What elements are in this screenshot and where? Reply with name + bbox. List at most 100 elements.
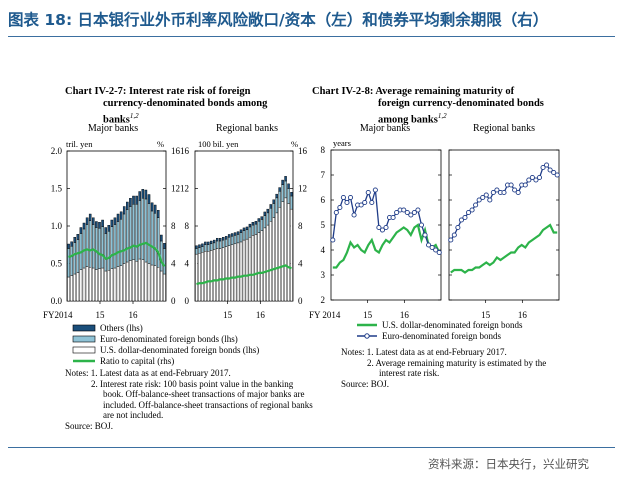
bar-1-usd-21 (257, 232, 261, 302)
x-tick-label-0-1: 16 (129, 310, 139, 320)
mat-euro-point-2-2 (337, 204, 343, 211)
mat-euro-point-3-23 (529, 174, 535, 181)
bar-1-usd-26 (272, 217, 275, 302)
mat-euro-point-3-9 (480, 194, 486, 201)
tick-label-right-0-4: 16 (171, 146, 181, 156)
bar-0-euro-18 (122, 213, 126, 264)
mat-euro-point-3-4 (462, 214, 468, 221)
tick-label-right-1-0: 0 (298, 296, 303, 306)
bar-0-usd-17 (119, 265, 123, 302)
left-title-line2: currency-denominated bonds among (103, 98, 268, 109)
bar-1-usd-3 (204, 251, 207, 302)
bar-1-usd-11 (227, 245, 231, 302)
figure-title: 图表 18: 日本银行业外币利率风险敞口/资本（左）和债券平均剩余期限（右） (8, 11, 549, 29)
bar-1-usd-28 (278, 207, 281, 302)
bar-0-others-8 (92, 217, 95, 225)
mat-tick-label-2-2: 4 (321, 245, 326, 255)
right-regional-panel-label: Regional banks (473, 123, 535, 134)
bar-1-others-19 (251, 222, 255, 226)
mat-euro-point-2-18 (394, 209, 400, 216)
bar-0-others-15 (113, 217, 117, 225)
mat-euro-point-3-11 (487, 197, 493, 203)
mat-euro-point-3-28 (547, 167, 553, 173)
bar-0-euro-31 (163, 248, 166, 275)
bar-0-others-13 (107, 225, 111, 232)
mat-euro-point-2-14 (379, 227, 386, 233)
bar-0-others-17 (119, 211, 123, 220)
bar-1-others-17 (245, 226, 249, 230)
bar-0-euro-9 (95, 227, 98, 270)
mat-euro-point-3-22 (526, 177, 532, 183)
bar-1-usd-12 (230, 244, 234, 302)
right-note-1: Notes: 1. Latest data as at end-February… (341, 347, 507, 357)
bar-1-others-4 (207, 241, 210, 245)
bar-1-usd-29 (281, 201, 284, 302)
bar-1-euro-32 (290, 195, 293, 210)
mat-euro-point-2-13 (376, 224, 382, 231)
mat-euro-point-2-4 (344, 199, 350, 206)
bar-0-usd-30 (160, 270, 163, 302)
legend-swatch-usd (72, 346, 96, 354)
bar-0-euro-22 (135, 204, 138, 262)
legend-label-usd: U.S. dollar-denominated foreign bonds (l… (100, 345, 259, 355)
mat-euro-point-2-30 (436, 249, 442, 256)
bar-1-euro-18 (248, 226, 252, 238)
bar-0-usd-21 (132, 259, 135, 302)
tick-label-left-1-1: 4 (185, 259, 190, 269)
mat-euro-point-2-0 (330, 237, 336, 243)
mat-euro-point-3-8 (476, 197, 482, 203)
bar-0-others-11 (101, 219, 104, 227)
right-legend: U.S. dollar-denominated foreign bonds Eu… (357, 320, 523, 341)
bar-0-usd-20 (129, 260, 132, 302)
bar-0-euro-25 (144, 198, 148, 263)
bar-0-others-30 (160, 234, 163, 242)
bar-1-usd-0 (195, 253, 198, 302)
mat-euro-point-3-27 (544, 162, 550, 168)
mat-euro-point-2-27 (426, 242, 432, 248)
mat-euro-point-2-17 (390, 214, 396, 221)
bar-1-euro-22 (260, 219, 264, 231)
bar-1-others-16 (242, 227, 246, 231)
mat-euro-point-3-25 (536, 174, 543, 181)
mat-euro-point-3-13 (494, 187, 500, 193)
bar-0-usd-18 (122, 263, 126, 302)
right-chart-title: Chart IV-2-8: Average remaining maturity… (312, 86, 572, 127)
bar-0-euro-24 (141, 198, 145, 260)
mat-euro-point-2-10 (365, 189, 371, 196)
bar-1-euro-2 (201, 246, 204, 253)
bar-0-others-22 (135, 195, 138, 205)
tick-label-right-0-0: 0 (171, 296, 176, 306)
left-regional-panel-label: Regional banks (216, 123, 278, 134)
bar-1-others-26 (272, 199, 275, 204)
mat-euro-point-2-25 (418, 222, 425, 228)
legend-label-others: Others (lhs) (100, 323, 143, 333)
bar-1-others-7 (216, 237, 219, 242)
legend-label-mat-euro: Euro-denominated foreign bonds (382, 331, 501, 341)
mat-tick-label-2-6: 8 (321, 145, 326, 155)
bar-1-euro-3 (204, 244, 207, 252)
bar-0-euro-23 (138, 200, 141, 260)
bar-0-others-29 (156, 210, 160, 218)
bar-1-usd-4 (207, 251, 210, 302)
bar-1-euro-17 (245, 229, 249, 240)
bar-0-usd-24 (141, 259, 145, 302)
bar-1-others-5 (210, 240, 213, 245)
mat-euro-point-3-15 (501, 189, 507, 196)
bar-1-others-2 (201, 243, 204, 247)
mat-euro-point-3-26 (540, 164, 546, 171)
bar-1-euro-25 (269, 207, 272, 222)
bar-1-others-25 (269, 204, 272, 209)
mat-euro-point-3-17 (508, 182, 514, 188)
bar-1-euro-9 (221, 239, 225, 248)
tick-label-left-0-1: 0.5 (51, 259, 63, 269)
bar-0-usd-14 (110, 268, 114, 302)
mat-euro-point-2-11 (369, 199, 375, 206)
bar-1-others-18 (248, 223, 252, 228)
mat-euro-point-3-24 (533, 177, 539, 183)
bar-1-usd-19 (251, 235, 255, 302)
bar-0-euro-8 (92, 224, 95, 269)
bar-1-others-27 (275, 193, 278, 199)
bar-1-others-10 (224, 236, 228, 240)
tick-label-right-1-1: 4 (298, 259, 303, 269)
